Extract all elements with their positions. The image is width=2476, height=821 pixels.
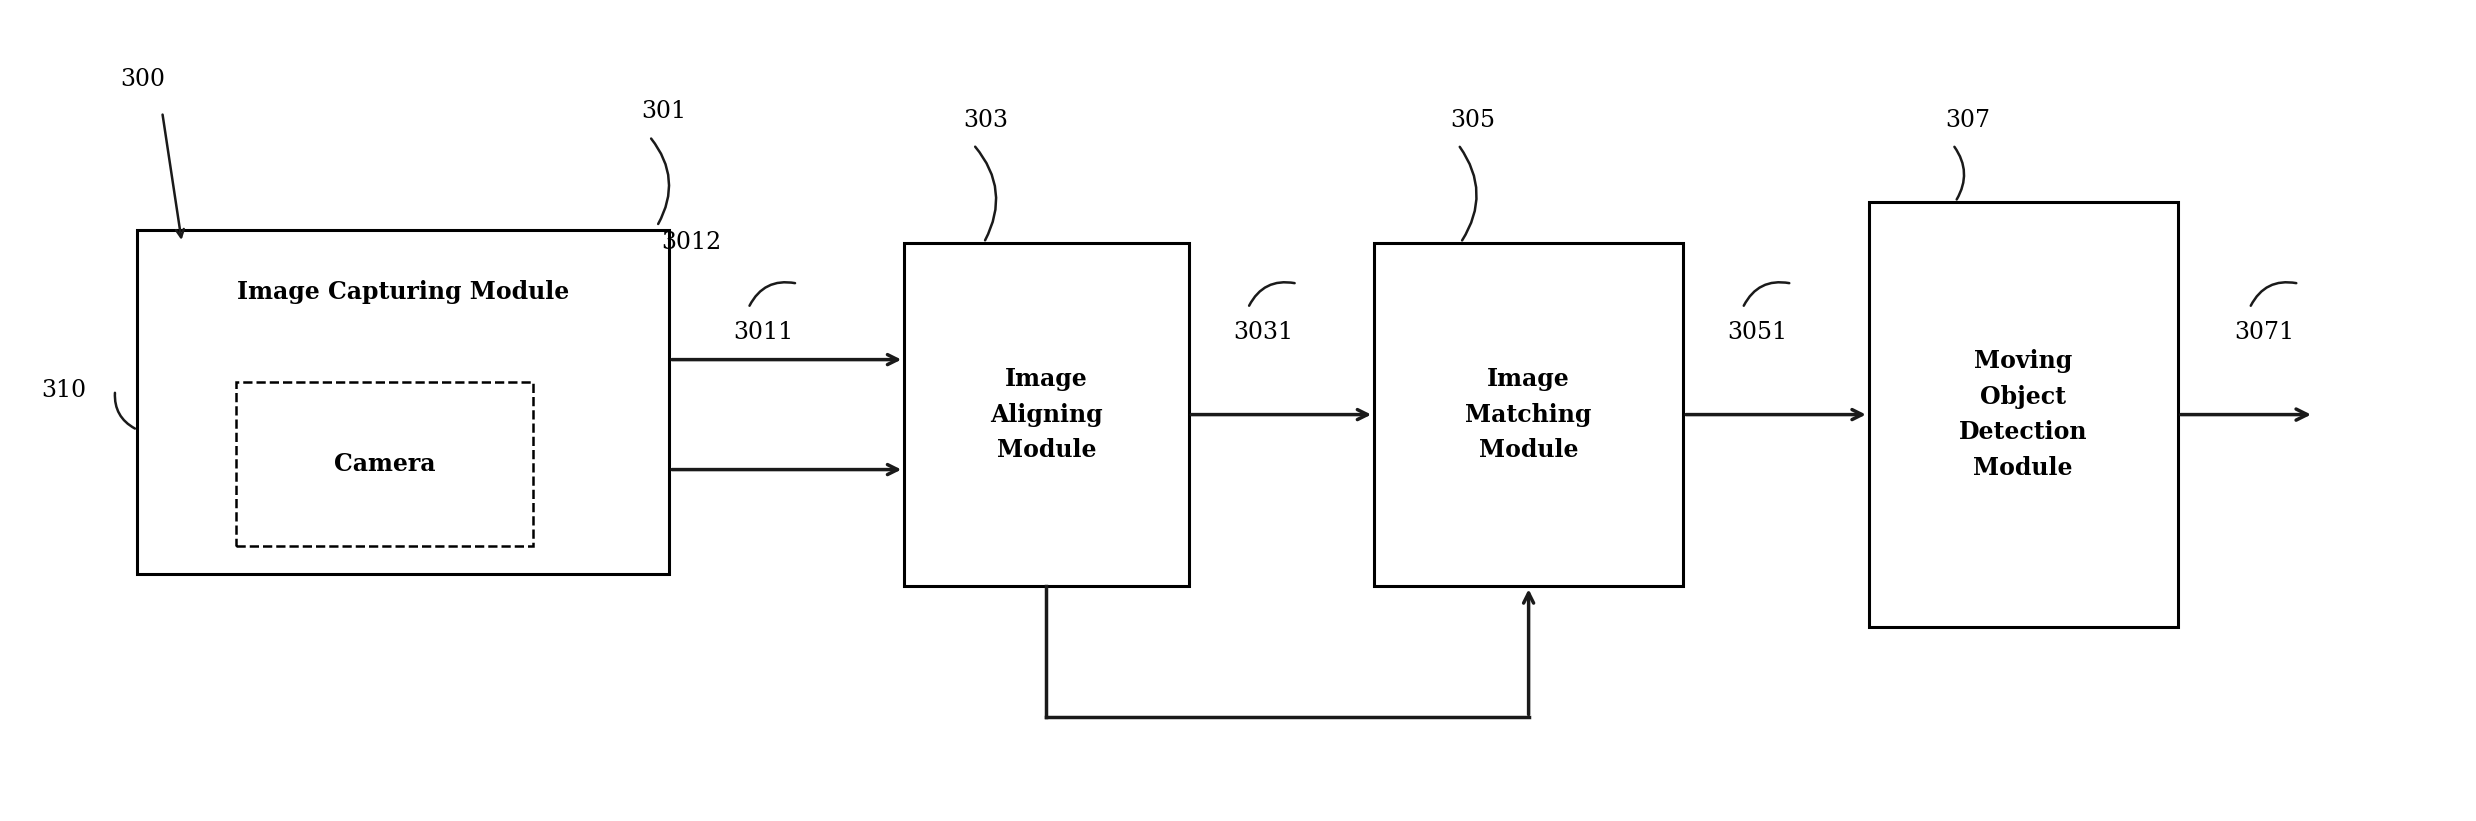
Text: 307: 307: [1946, 108, 1991, 131]
Text: 301: 301: [641, 100, 686, 123]
Text: 305: 305: [1451, 108, 1496, 131]
Text: Image
Matching
Module: Image Matching Module: [1466, 367, 1592, 462]
Bar: [1869, 202, 2179, 627]
Text: 303: 303: [963, 108, 1008, 131]
Text: 310: 310: [42, 378, 87, 401]
Text: Image Capturing Module: Image Capturing Module: [238, 280, 569, 304]
Text: 3051: 3051: [1728, 321, 1788, 344]
Text: Image
Aligning
Module: Image Aligning Module: [990, 367, 1102, 462]
Bar: [1374, 243, 1684, 586]
Text: Camera: Camera: [334, 452, 436, 475]
Text: Moving
Object
Detection
Module: Moving Object Detection Module: [1959, 350, 2087, 479]
Text: 300: 300: [119, 67, 166, 90]
Text: 3011: 3011: [733, 321, 795, 344]
Bar: [235, 382, 532, 545]
Text: 3012: 3012: [661, 232, 723, 255]
Bar: [136, 231, 669, 574]
Text: 3031: 3031: [1233, 321, 1292, 344]
Text: 3071: 3071: [2236, 321, 2295, 344]
Bar: [904, 243, 1188, 586]
